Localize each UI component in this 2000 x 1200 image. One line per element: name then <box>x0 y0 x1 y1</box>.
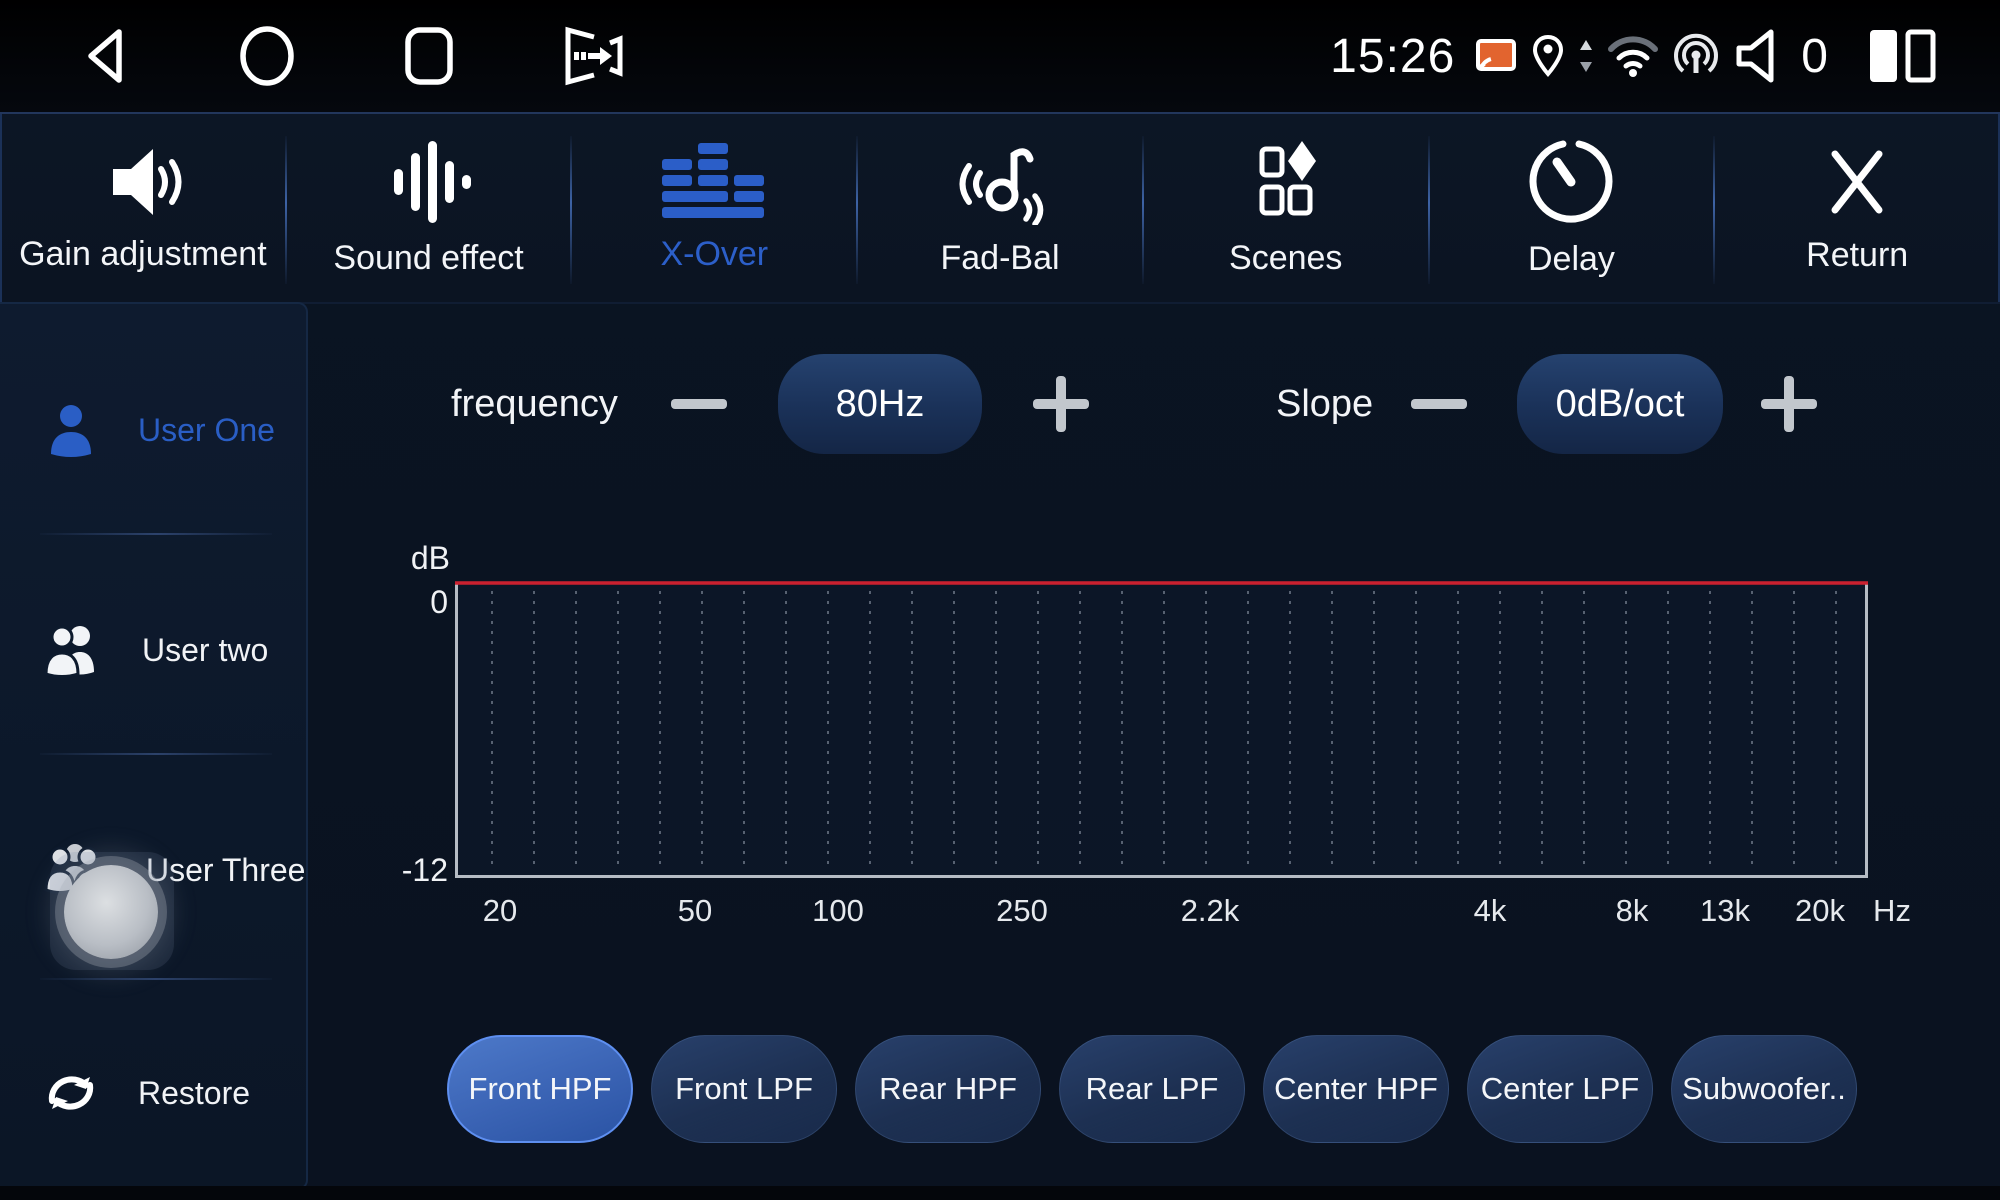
speaker-icon <box>95 143 191 221</box>
volume-icon <box>1733 28 1785 84</box>
x-axis-unit: Hz <box>1873 893 1911 928</box>
slope-value: 0dB/oct <box>1517 354 1723 454</box>
status-indicators: 15:26 <box>1330 0 1938 112</box>
location-icon <box>1531 34 1565 78</box>
y-tick-0: 0 <box>430 584 448 620</box>
cast-icon <box>1475 38 1517 74</box>
filter-center-lpf[interactable]: Center LPF <box>1467 1035 1653 1143</box>
x-tick: 4k <box>1473 893 1507 928</box>
recents-icon <box>404 26 454 86</box>
chart-plot-svg <box>455 581 1868 878</box>
tab-label: Scenes <box>1229 238 1343 277</box>
sidebar-divider <box>40 533 272 535</box>
tab-label: Return <box>1806 235 1909 274</box>
sidebar-item-user-two[interactable]: User two <box>0 590 306 710</box>
tab-label: Delay <box>1527 239 1615 278</box>
restore-icon <box>42 1065 100 1121</box>
status-bar: 15:26 <box>0 0 2000 112</box>
clock: 15:26 <box>1330 29 1456 83</box>
filter-front-hpf[interactable]: Front HPF <box>447 1035 633 1143</box>
x-tick: 8k <box>1615 893 1649 928</box>
user-preset-sidebar: User One User two <box>0 302 308 1190</box>
back-icon <box>79 26 131 86</box>
data-transfer-icon <box>1579 38 1593 74</box>
x-tick: 2.2k <box>1180 893 1240 928</box>
hotspot-icon <box>1673 33 1719 79</box>
home-icon <box>239 26 295 86</box>
x-tick: 20 <box>482 893 518 928</box>
home-button[interactable] <box>239 24 295 88</box>
frequency-value: 80Hz <box>778 354 982 454</box>
y-tick-minus12: -12 <box>401 852 448 888</box>
close-x-icon <box>1817 142 1897 222</box>
slope-plus-button[interactable] <box>1749 364 1829 444</box>
sidebar-divider <box>40 978 272 980</box>
frequency-plus-button[interactable] <box>1021 364 1101 444</box>
tab-label: Gain adjustment <box>19 234 267 273</box>
frequency-minus-button[interactable] <box>659 364 739 444</box>
tab-x-over[interactable]: X-Over <box>570 114 857 302</box>
filter-subwoofer[interactable]: Subwoofer.. <box>1671 1035 1857 1143</box>
tab-fad-bal[interactable]: Fad-Bal <box>856 114 1143 302</box>
tab-label: X-Over <box>660 234 769 273</box>
wifi-icon <box>1607 35 1659 77</box>
exit-app-button[interactable] <box>563 24 623 88</box>
filter-front-lpf[interactable]: Front LPF <box>651 1035 837 1143</box>
timer-icon <box>1527 138 1615 226</box>
crossover-chart <box>455 581 1868 878</box>
bottom-edge <box>0 1186 2000 1200</box>
x-tick: 100 <box>812 893 864 928</box>
exit-app-icon <box>558 25 624 87</box>
volume-level: 0 <box>1801 29 1828 83</box>
touch-ripple <box>50 852 174 970</box>
tab-label: Fad-Bal <box>940 238 1060 277</box>
android-nav-cluster <box>77 0 623 112</box>
x-tick: 13k <box>1700 893 1750 928</box>
tab-sound-effect[interactable]: Sound effect <box>284 114 572 302</box>
y-axis-unit: dB <box>410 540 450 576</box>
back-button[interactable] <box>77 24 133 88</box>
frequency-label: frequency <box>451 383 618 425</box>
touch-ripple-circle <box>64 865 158 959</box>
filter-rear-hpf[interactable]: Rear HPF <box>855 1035 1041 1143</box>
sidebar-item-label: User two <box>142 631 269 668</box>
user-two-icon <box>42 622 104 678</box>
sidebar-divider <box>40 753 272 755</box>
waveform-bars-icon <box>386 139 472 225</box>
sidebar-item-label: User One <box>138 411 275 448</box>
tab-label: Sound effect <box>333 238 524 277</box>
recents-button[interactable] <box>401 24 457 88</box>
filter-center-hpf[interactable]: Center HPF <box>1263 1035 1449 1143</box>
dual-zone-icon <box>1868 28 1938 84</box>
scenes-grid-icon <box>1240 139 1332 225</box>
sidebar-item-label: User Three <box>146 851 306 888</box>
slope-minus-button[interactable] <box>1399 364 1479 444</box>
equalizer-icon <box>662 142 766 221</box>
tab-gain-adjustment[interactable]: Gain adjustment <box>0 114 286 302</box>
tab-return[interactable]: Return <box>1713 114 2000 302</box>
dsp-tab-bar: Gain adjustment Sound effect <box>0 112 2000 304</box>
user-one-icon <box>42 402 100 458</box>
x-tick: 20k <box>1795 893 1845 928</box>
tab-scenes[interactable]: Scenes <box>1141 114 1429 302</box>
slope-label: Slope <box>1276 383 1374 425</box>
x-tick: 50 <box>677 893 713 928</box>
sidebar-item-label: Restore <box>138 1074 251 1111</box>
sidebar-item-user-one[interactable]: User One <box>0 370 306 490</box>
sidebar-item-restore[interactable]: Restore <box>0 1033 306 1153</box>
tab-delay[interactable]: Delay <box>1427 114 1715 302</box>
filter-rear-lpf[interactable]: Rear LPF <box>1059 1035 1245 1143</box>
x-tick: 250 <box>996 893 1048 928</box>
note-wave-icon <box>952 139 1048 225</box>
